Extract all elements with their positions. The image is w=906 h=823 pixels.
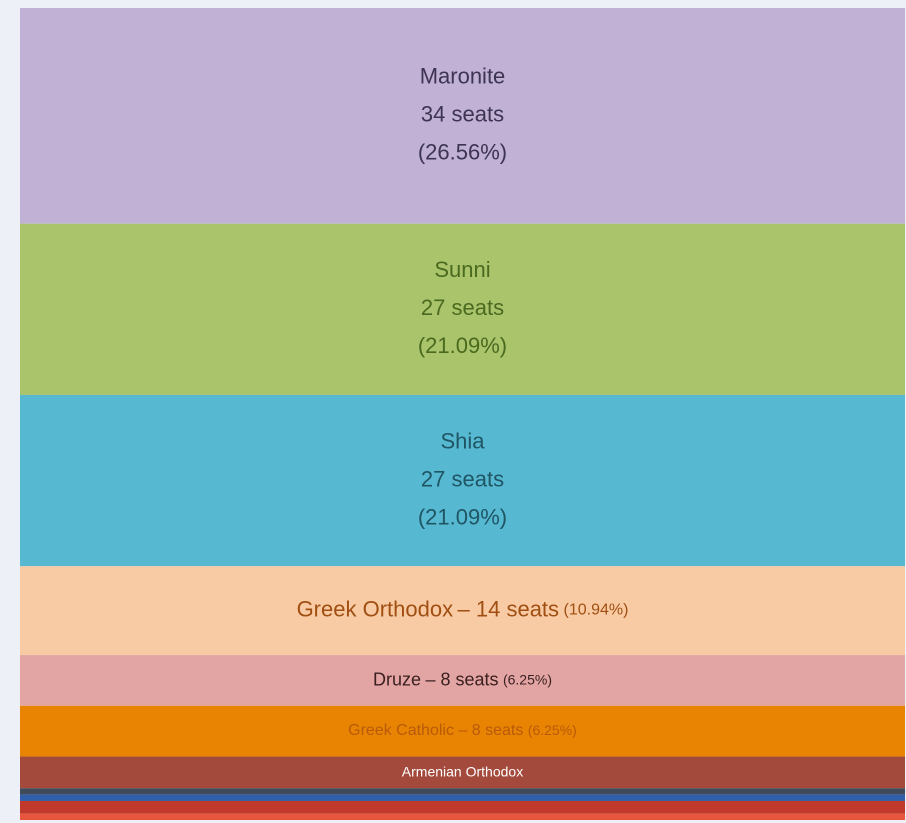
seat-label: – 8 seats (458, 722, 523, 739)
segment (20, 756, 905, 789)
percent-label: (10.94%) (564, 602, 629, 619)
segment (20, 394, 905, 567)
segment-name: Maronite (420, 64, 506, 89)
segment (20, 655, 905, 706)
segment (20, 705, 905, 757)
segment-label: Greek Catholic – 8 seats (6.25%) (348, 722, 577, 740)
percent-label: (6.25%) (503, 671, 552, 687)
segment (20, 794, 905, 801)
seat-label: 34 seats (421, 102, 504, 127)
segment (20, 223, 905, 395)
segment-name: Sunni (434, 257, 490, 282)
percent-label: (21.09%) (418, 333, 507, 358)
segment (20, 8, 905, 224)
seat-label: – 8 seats (425, 669, 498, 689)
segment-name: Greek Orthodox (297, 596, 454, 621)
percent-label: (26.56%) (418, 140, 507, 165)
seat-label: 27 seats (421, 466, 504, 491)
segment-label: Druze – 8 seats (6.25%) (373, 669, 552, 689)
segment (20, 813, 905, 820)
segment-label: Armenian Orthodox (402, 763, 523, 779)
seat-label: – 14 seats (458, 596, 560, 621)
segment-name: Shia (440, 428, 485, 453)
segment (20, 566, 905, 656)
segment (20, 788, 905, 795)
percent-label: (21.09%) (418, 504, 507, 529)
segment-name: Greek Catholic (348, 722, 454, 739)
segment (20, 800, 905, 814)
segment-name: Druze (373, 669, 421, 689)
seat-label: 27 seats (421, 295, 504, 320)
percent-label: (6.25%) (528, 722, 577, 738)
segment-name: Armenian Orthodox (402, 763, 523, 779)
segment-label: Greek Orthodox – 14 seats (10.94%) (297, 596, 629, 621)
